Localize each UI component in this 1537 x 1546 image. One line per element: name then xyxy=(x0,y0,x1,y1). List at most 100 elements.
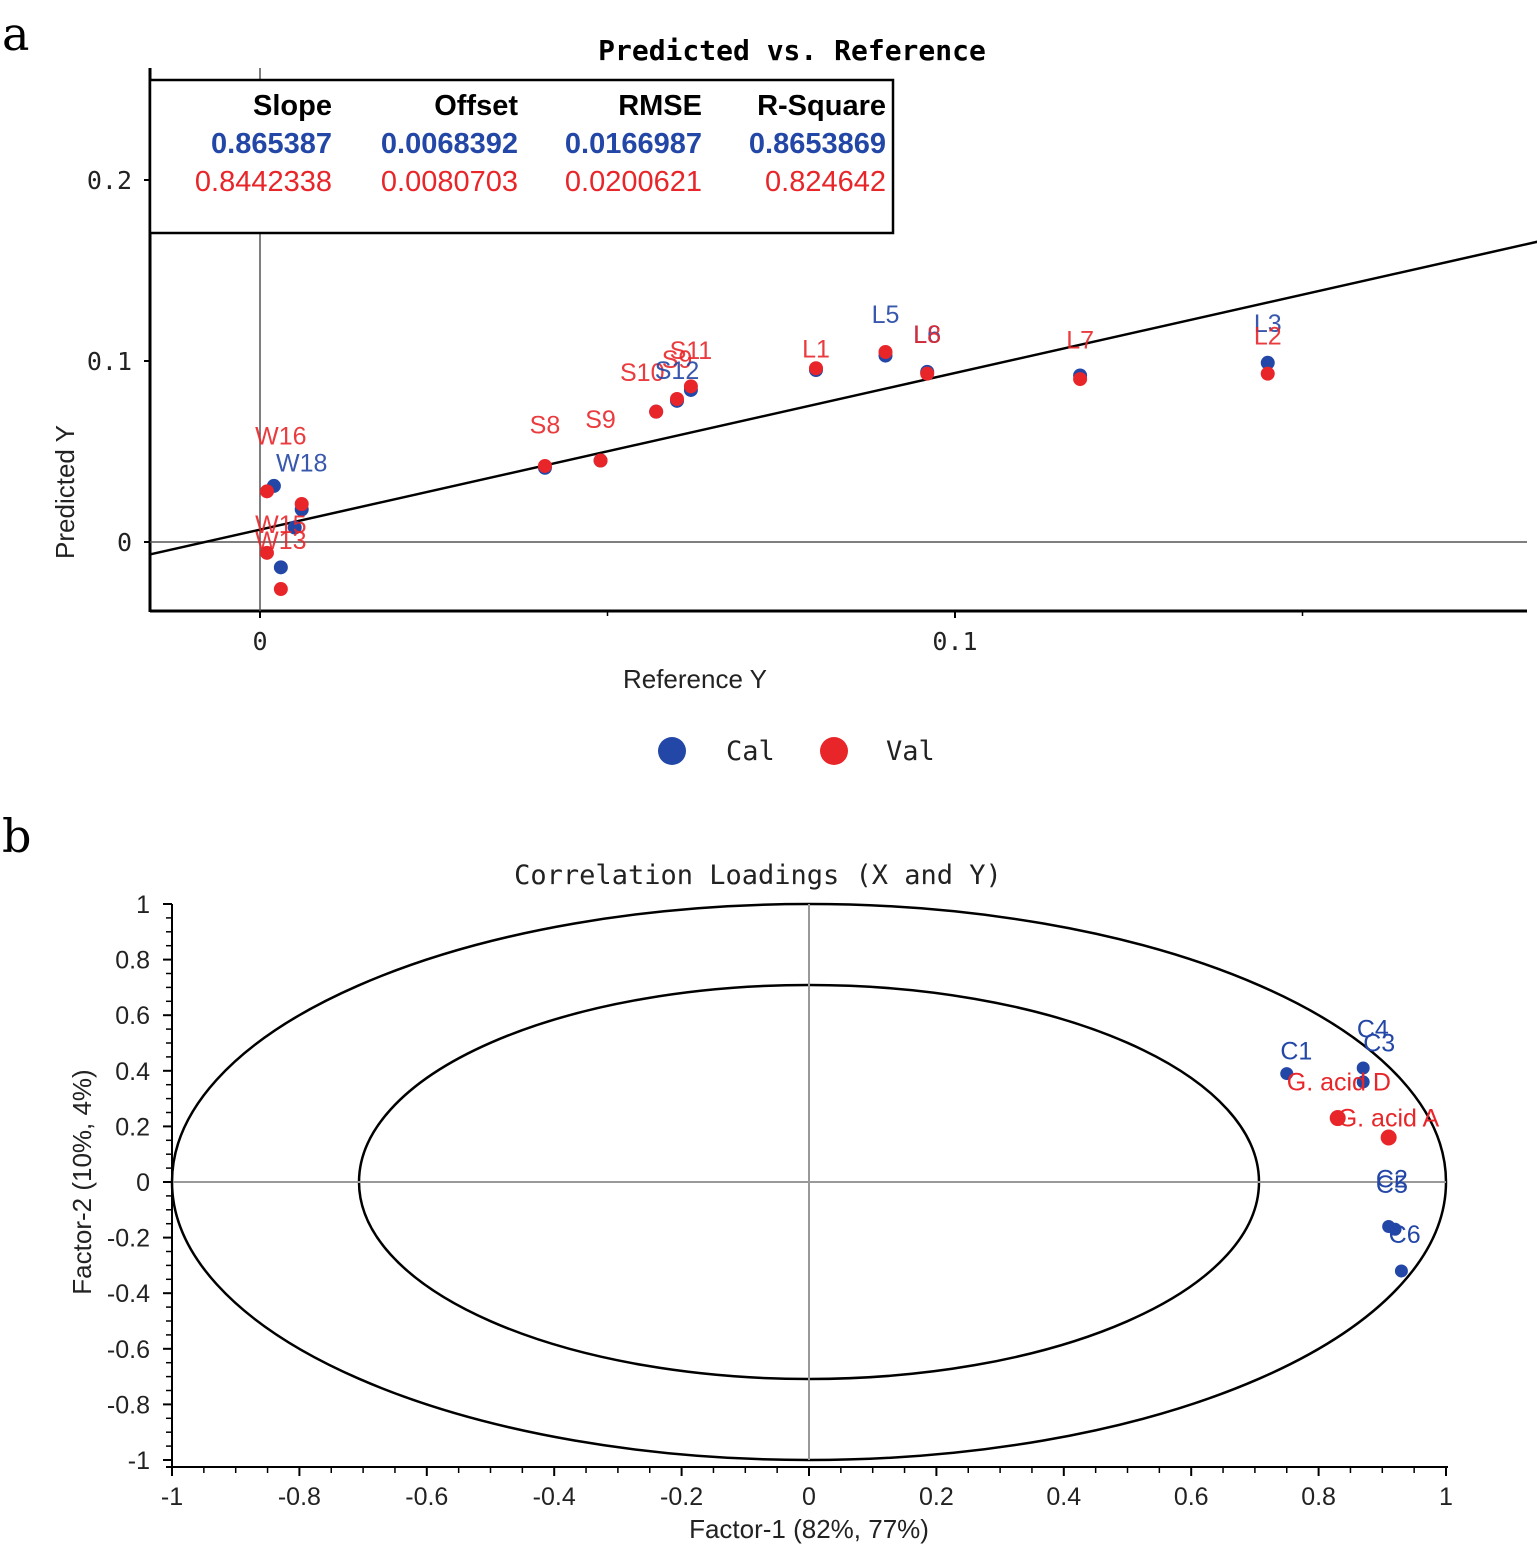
point-val-w13 xyxy=(273,582,288,597)
point-label-s12: S12 xyxy=(655,357,699,385)
point-label-l3: L3 xyxy=(1254,310,1282,338)
point-val-s12 xyxy=(670,392,684,407)
point-label-s9: S9 xyxy=(662,346,693,374)
point-label-l6: L6 xyxy=(913,321,941,349)
point-label-l8: L8 xyxy=(913,321,941,349)
loading-point-c6 xyxy=(1394,1264,1408,1278)
loading-label-c2: C2 xyxy=(1376,1166,1408,1194)
point-val-l5 xyxy=(878,344,893,359)
loading-label-g-acid-a: G. acid A xyxy=(1338,1104,1440,1132)
point-label-l5: L5 xyxy=(872,301,900,329)
chart-b-x-tick-label: -0.2 xyxy=(660,1483,703,1511)
chart-b-y-tick-label: -0.4 xyxy=(107,1280,150,1308)
chart-b-x-tick-label: 0.6 xyxy=(1174,1483,1209,1511)
point-val-w15 xyxy=(259,545,274,560)
point-label-l2: L2 xyxy=(1254,323,1282,351)
stats-cal-rsquare: 0.8653869 xyxy=(749,128,886,160)
stats-cal-rmse: 0.0166987 xyxy=(565,128,702,160)
chart-b-y-label: Factor-2 (10%, 4%) xyxy=(67,1069,97,1294)
stats-header-offset: Offset xyxy=(434,90,518,122)
chart-a-regression-line xyxy=(148,240,1537,556)
loading-point-g-acid-d xyxy=(1329,1110,1346,1127)
chart-a-y-tick-label: 0 xyxy=(117,528,132,557)
point-label-s10: S10 xyxy=(620,359,664,387)
stats-table-box xyxy=(148,78,895,235)
loading-point-c5 xyxy=(1388,1222,1402,1236)
legend-val-marker xyxy=(820,737,848,765)
point-cal-l2 xyxy=(1260,355,1275,370)
chart-b-y-tick-label: 0.4 xyxy=(115,1058,150,1086)
panel-label-a: a xyxy=(2,7,29,61)
point-label-s8: S8 xyxy=(530,411,561,439)
chart-a-y-label: Predicted Y xyxy=(50,425,80,559)
chart-b-y-tick-label: -0.2 xyxy=(107,1225,150,1253)
chart-b-y-tick-label: 0.6 xyxy=(115,1002,150,1030)
chart-b-x-tick-label: -0.8 xyxy=(278,1483,321,1511)
loading-point-c3 xyxy=(1356,1075,1370,1089)
loading-label-g-acid-d: G. acid D xyxy=(1287,1068,1391,1096)
chart-b-y-tick-label: -0.8 xyxy=(107,1391,150,1419)
chart-b-title: Correlation Loadings (X and Y) xyxy=(514,860,1002,891)
chart-b-x-tick-label: 0 xyxy=(802,1483,816,1511)
chart-b-x-tick-label: -1 xyxy=(161,1483,183,1511)
chart-b-x-tick-label: -0.4 xyxy=(533,1483,576,1511)
chart-a-x-label: Reference Y xyxy=(623,664,767,694)
chart-a-y-tick-label: 0.1 xyxy=(87,347,132,376)
panel-a: a Predicted vs. Reference 0 0.1 0.2 0 0.1 L… xyxy=(2,7,1537,767)
chart-b-y-tick-label: 0 xyxy=(136,1169,150,1197)
point-val-s11 xyxy=(683,379,698,394)
point-val-s10 xyxy=(649,404,664,419)
loading-label-c4: C4 xyxy=(1357,1015,1389,1043)
stats-val-rsquare: 0.824642 xyxy=(765,166,886,198)
chart-a-title: Predicted vs. Reference xyxy=(598,34,986,67)
legend-val-label: Val xyxy=(886,736,935,767)
legend-cal-label: Cal xyxy=(726,736,775,767)
chart-a-x-tick-label: 0 xyxy=(252,627,267,656)
point-cal-w15 xyxy=(287,520,302,535)
loading-label-c6: C6 xyxy=(1389,1221,1421,1249)
chart-b-x-tick-label: -0.6 xyxy=(405,1483,448,1511)
stats-val-offset: 0.0080703 xyxy=(381,166,518,198)
stats-val-slope: 0.8442338 xyxy=(195,166,332,198)
chart-a-x-tick-label: 0.1 xyxy=(932,627,977,656)
chart-a-legend: Cal Val xyxy=(658,736,935,767)
legend-cal-marker xyxy=(658,737,686,765)
stats-header-rmse: RMSE xyxy=(618,90,702,122)
chart-b-x-tick-label: 0.8 xyxy=(1301,1483,1336,1511)
point-label-l7: L7 xyxy=(1066,326,1094,354)
loading-point-g-acid-a xyxy=(1380,1129,1397,1146)
stats-val-rmse: 0.0200621 xyxy=(565,166,702,198)
loading-label-c1: C1 xyxy=(1280,1038,1312,1066)
chart-b-y-tick-label: 0.2 xyxy=(115,1113,150,1141)
point-val-s9 xyxy=(593,453,608,468)
point-label-l1: L1 xyxy=(802,335,830,363)
stats-cal-offset: 0.0068392 xyxy=(381,128,518,160)
loading-label-c3: C3 xyxy=(1363,1029,1395,1057)
stats-header-slope: Slope xyxy=(253,90,332,122)
panel-b: b Correlation Loadings (X and Y) 1 0.8 0.6… xyxy=(2,809,1453,1544)
point-val-w16 xyxy=(259,484,274,499)
stats-header-rsquare: R-Square xyxy=(757,90,886,122)
point-label-w15: W15 xyxy=(255,511,306,539)
point-label-w16: W16 xyxy=(255,422,306,450)
point-label-w13: W13 xyxy=(255,527,306,555)
point-val-l1 xyxy=(809,361,823,376)
loading-point-c4 xyxy=(1356,1061,1370,1075)
point-val-w18 xyxy=(294,496,309,511)
loading-point-c1 xyxy=(1280,1067,1294,1081)
point-cal-w13 xyxy=(273,560,288,575)
chart-b-x-tick-label: 1 xyxy=(1439,1483,1453,1511)
chart-b-y-tick-label: 0.8 xyxy=(115,947,150,975)
chart-b-x-label: Factor-1 (82%, 77%) xyxy=(689,1514,929,1544)
point-val-l7 xyxy=(1073,372,1088,387)
chart-a-stats-table: Slope Offset RMSE R-Square 0.865387 0.00… xyxy=(148,78,895,235)
point-val-s8 xyxy=(537,458,552,473)
point-val-l2 xyxy=(1260,366,1275,381)
chart-b-y-tick-label: -1 xyxy=(128,1447,150,1475)
chart-b-y-tick-label: -0.6 xyxy=(107,1336,150,1364)
chart-a-y-tick-label: 0.2 xyxy=(87,166,132,195)
point-label-s9: S9 xyxy=(585,406,616,434)
chart-b-x-tick-label: 0.4 xyxy=(1046,1483,1081,1511)
point-label-w18: W18 xyxy=(276,449,327,477)
